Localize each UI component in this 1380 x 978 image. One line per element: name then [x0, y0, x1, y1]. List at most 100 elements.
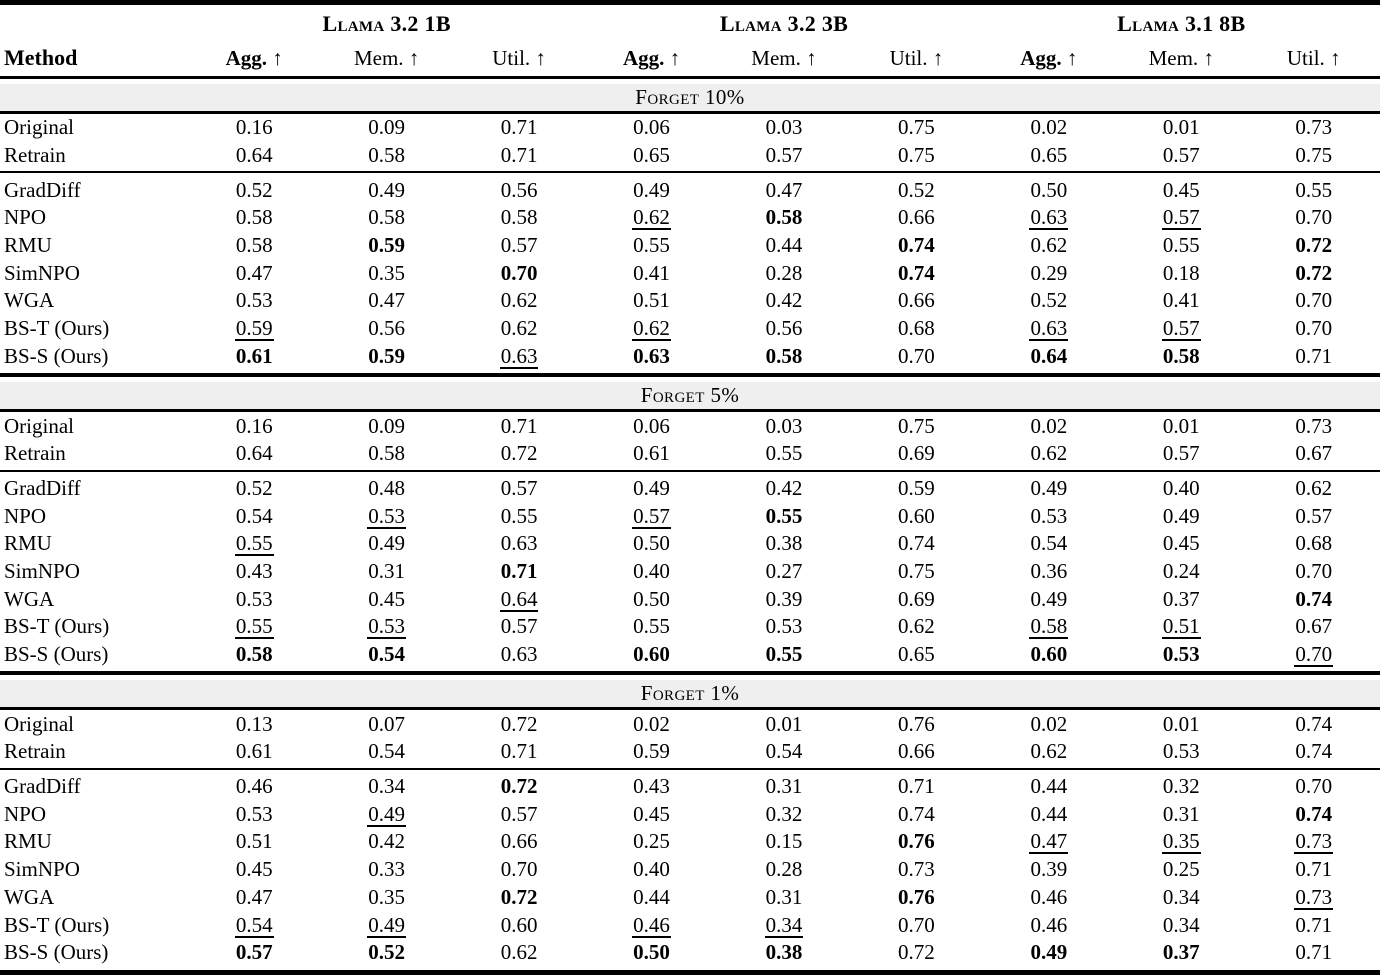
- method-label: WGA: [4, 586, 55, 611]
- method-label: Original: [4, 115, 74, 140]
- value-cell: 0.70: [1248, 288, 1380, 313]
- value: 0.35: [368, 884, 406, 909]
- best-value: 0.57: [235, 940, 273, 965]
- best-value: 0.72: [1295, 233, 1333, 258]
- value-cell: 0.57: [718, 143, 850, 168]
- value-cell: 0.73: [1248, 115, 1380, 140]
- value-cell: 0.31: [718, 885, 850, 910]
- best-value: 0.60: [1030, 642, 1068, 667]
- value: 0.72: [500, 441, 538, 466]
- value-cell: 0.03: [718, 115, 850, 140]
- value-cell: 0.43: [585, 774, 717, 799]
- value-cell: 0.02: [983, 414, 1115, 439]
- value-cell: 0.46: [585, 913, 717, 938]
- value-cell: 0.54: [320, 642, 452, 667]
- metric-header: Agg. ↑: [225, 46, 283, 70]
- value: 0.72: [500, 711, 538, 736]
- value-cell: 0.64: [453, 587, 585, 612]
- section-band: Forget 10%: [0, 84, 1380, 111]
- section-end-rule: [0, 671, 1380, 676]
- value-cell: 0.69: [850, 441, 982, 466]
- value: 0.06: [633, 115, 670, 140]
- value-cell: 0.56: [320, 316, 452, 341]
- value-cell: 0.33: [320, 857, 452, 882]
- best-value: 0.74: [1295, 801, 1333, 826]
- value: 0.09: [368, 115, 406, 140]
- value: 0.07: [368, 711, 406, 736]
- value-cell: 0.32: [1115, 774, 1247, 799]
- value-cell: 0.58: [188, 205, 320, 230]
- value: 0.73: [1295, 115, 1333, 140]
- section-end-rule: [0, 373, 1380, 378]
- value-cell: 0.62: [453, 940, 585, 965]
- value: 0.74: [1295, 711, 1333, 736]
- value-cell: 0.63: [453, 642, 585, 667]
- value-cell: 0.57: [1115, 441, 1247, 466]
- table-row: Retrain 0.64 0.58 0.71 0.65 0.57 0.75 0.65 0.57 0…: [0, 142, 1380, 170]
- value: 0.51: [633, 288, 670, 313]
- value-cell: 0.01: [718, 712, 850, 737]
- value: 0.56: [765, 316, 803, 341]
- value: 0.37: [1162, 586, 1200, 611]
- value: 0.57: [1295, 503, 1333, 528]
- value-cell: 0.55: [453, 504, 585, 529]
- value: 0.71: [500, 115, 538, 140]
- value-cell: 0.40: [585, 559, 717, 584]
- value-cell: 0.49: [983, 940, 1115, 965]
- metric-header: Mem. ↑: [751, 46, 817, 70]
- value: 0.55: [1295, 177, 1333, 202]
- value: 0.61: [633, 441, 670, 466]
- value: 0.62: [1030, 739, 1068, 764]
- value: 0.70: [1295, 205, 1333, 230]
- method-label: GradDiff: [4, 774, 81, 799]
- value: 0.52: [235, 177, 273, 202]
- section-band: Forget 1%: [0, 680, 1380, 708]
- value: 0.49: [368, 531, 406, 556]
- value: 0.44: [765, 233, 803, 258]
- table-row: BS-S (Ours) 0.61 0.59 0.63 0.63 0.58 0.70 0.64 0…: [0, 343, 1380, 371]
- value-cell: 0.71: [1248, 344, 1380, 369]
- value-cell: 0.06: [585, 115, 717, 140]
- value: 0.59: [633, 739, 670, 764]
- value-cell: 0.02: [983, 712, 1115, 737]
- value: 0.46: [1030, 912, 1068, 937]
- second-best-value: 0.57: [1161, 316, 1201, 342]
- value: 0.75: [1295, 143, 1333, 168]
- value-cell: 0.28: [718, 857, 850, 882]
- value: 0.62: [500, 940, 538, 965]
- method-label: RMU: [4, 233, 52, 258]
- best-value: 0.74: [898, 260, 935, 285]
- value-cell: 0.46: [983, 885, 1115, 910]
- table-row: RMU 0.58 0.59 0.57 0.55 0.44 0.74 0.62 0.55 0.72: [0, 232, 1380, 260]
- second-best-value: 0.55: [234, 531, 274, 557]
- value-cell: 0.09: [320, 414, 452, 439]
- value: 0.60: [898, 503, 935, 528]
- value-cell: 0.55: [718, 504, 850, 529]
- value-cell: 0.65: [585, 143, 717, 168]
- value: 0.73: [1295, 413, 1333, 438]
- value-cell: 0.41: [1115, 288, 1247, 313]
- value-cell: 0.72: [453, 712, 585, 737]
- second-best-value: 0.35: [1161, 829, 1201, 855]
- value-cell: 0.47: [983, 829, 1115, 855]
- second-best-value: 0.63: [1029, 316, 1069, 342]
- best-value: 0.72: [500, 884, 538, 909]
- value-cell: 0.70: [1248, 642, 1380, 668]
- table-row: Original 0.13 0.07 0.72 0.02 0.01 0.76 0.02 0.01…: [0, 710, 1380, 738]
- value-cell: 0.41: [585, 261, 717, 286]
- value: 0.33: [368, 857, 406, 882]
- value: 0.31: [765, 884, 803, 909]
- value-cell: 0.55: [188, 614, 320, 640]
- value: 0.52: [898, 177, 935, 202]
- value: 0.70: [1295, 774, 1333, 799]
- second-best-value: 0.55: [234, 614, 274, 640]
- value: 0.71: [1295, 940, 1333, 965]
- value-cell: 0.60: [983, 642, 1115, 667]
- value: 0.16: [235, 413, 273, 438]
- method-label: BS-T (Ours): [4, 614, 110, 639]
- value: 0.55: [633, 614, 670, 639]
- value-cell: 0.49: [320, 178, 452, 203]
- value-cell: 0.74: [1248, 802, 1380, 827]
- value: 0.54: [1030, 531, 1068, 556]
- value-cell: 0.57: [1115, 143, 1247, 168]
